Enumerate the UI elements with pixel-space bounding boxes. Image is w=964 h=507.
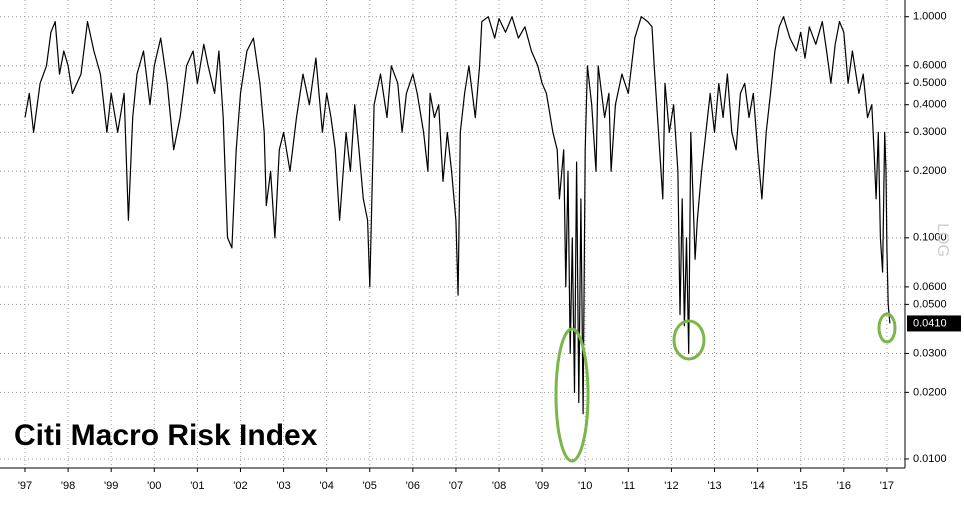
chart-title: Citi Macro Risk Index: [14, 419, 318, 452]
x-tick-label: '03: [276, 480, 290, 492]
x-tick-label: '12: [664, 480, 678, 492]
x-tick-label: '01: [190, 480, 204, 492]
x-tick-label: '05: [363, 480, 377, 492]
x-tick-label: '17: [880, 480, 894, 492]
y-tick-label: 0.0300: [913, 347, 947, 359]
y-tick-label: 0.0500: [913, 298, 947, 310]
scale-label: LOG: [934, 223, 951, 257]
y-tick-label: 0.5000: [913, 77, 947, 89]
axes: 1.0000 0.6000 0.5000 0.4000 0.3000 0.2000 0.10…: [18, 11, 961, 492]
x-tick-label: '16: [837, 480, 851, 492]
y-tick-label: 0.2000: [913, 165, 947, 177]
y-tick-label: 0.0200: [913, 386, 947, 398]
y-tick-label: 0.1000: [913, 232, 947, 244]
x-tick-label: '13: [707, 480, 721, 492]
x-tick-label: '14: [750, 480, 764, 492]
x-tick-label: '06: [406, 480, 420, 492]
x-tick-label: '11: [622, 480, 636, 492]
y-tick-label: 0.0600: [913, 281, 947, 293]
x-tick-label: '02: [233, 480, 247, 492]
last-value-box: [907, 315, 961, 332]
highlight-ellipse: [877, 312, 897, 344]
x-tick-label: '10: [578, 480, 592, 492]
x-tick-label: '97: [18, 480, 32, 492]
highlight-ellipse: [554, 327, 590, 463]
y-tick-label: 0.4000: [913, 99, 947, 111]
last-value-label: 0.0410: [913, 317, 947, 329]
y-tick-label: 0.3000: [913, 126, 947, 138]
x-tick-label: '00: [147, 480, 161, 492]
x-tick-label: '15: [794, 480, 808, 492]
x-tick-label: '04: [319, 480, 333, 492]
x-tick-label: '08: [492, 480, 506, 492]
x-tick-label: '07: [449, 480, 463, 492]
annotations: [554, 312, 897, 463]
x-tick-label: '99: [104, 480, 118, 492]
x-tick-label: '09: [535, 480, 549, 492]
series: [24, 16, 891, 415]
grid: [0, 0, 905, 468]
line: [24, 16, 891, 415]
y-tick-label: 0.6000: [913, 60, 947, 72]
highlight-ellipse: [672, 319, 706, 361]
y-tick-label: 0.0100: [913, 453, 947, 465]
x-tick-label: '98: [61, 480, 75, 492]
y-tick-label: 1.0000: [913, 11, 947, 23]
